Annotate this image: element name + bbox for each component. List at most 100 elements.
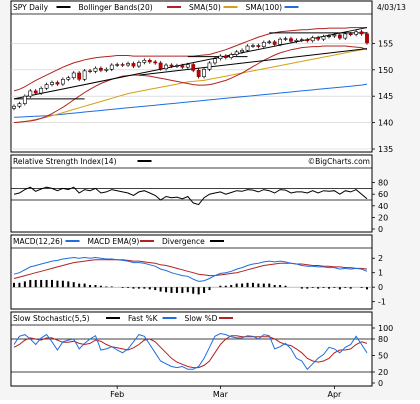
candle-body bbox=[196, 70, 201, 77]
candle bbox=[294, 38, 299, 44]
legend-label-0-3: SMA(100) bbox=[246, 3, 283, 12]
candle bbox=[93, 66, 98, 74]
candle bbox=[88, 69, 92, 74]
legend-label-3-2: Slow %D bbox=[185, 314, 218, 323]
candle bbox=[359, 29, 364, 36]
candle-body bbox=[88, 70, 92, 72]
legend-label-1-0: Relative Strength Index(14) bbox=[13, 157, 117, 166]
candle bbox=[142, 58, 147, 65]
candle-body bbox=[294, 39, 299, 42]
candle-body bbox=[93, 67, 98, 72]
candle bbox=[365, 32, 369, 45]
candle-body bbox=[202, 68, 206, 77]
candle bbox=[153, 60, 158, 65]
candle bbox=[316, 35, 321, 42]
y-tick-label-0-2: 145 bbox=[378, 92, 393, 101]
legend-label-0-2: SMA(50) bbox=[189, 3, 221, 12]
candle-body bbox=[169, 64, 174, 67]
candle bbox=[82, 69, 87, 82]
bollinger-lower-line bbox=[13, 45, 368, 124]
y-tick-label-0-1: 150 bbox=[378, 66, 393, 75]
candle-body bbox=[359, 31, 364, 35]
candle-body bbox=[337, 34, 342, 39]
candle bbox=[158, 61, 163, 71]
candle-body bbox=[310, 37, 315, 42]
candle-body bbox=[158, 62, 163, 70]
candle bbox=[185, 62, 190, 70]
candle bbox=[12, 104, 16, 111]
candle-body bbox=[142, 59, 147, 63]
candle-body bbox=[164, 64, 168, 70]
candle-body bbox=[305, 39, 310, 42]
candle bbox=[223, 54, 228, 60]
candle bbox=[229, 52, 234, 60]
legend-label-2-2: Divergence bbox=[162, 237, 205, 246]
candle bbox=[50, 80, 54, 87]
candle bbox=[305, 37, 310, 43]
candle-body bbox=[234, 51, 239, 55]
candle bbox=[202, 67, 206, 79]
candle bbox=[213, 56, 217, 65]
candle bbox=[343, 32, 348, 40]
candle-body bbox=[278, 38, 283, 45]
y-tick-label-2-2: 0 bbox=[378, 283, 383, 292]
candle-body bbox=[272, 41, 277, 45]
y-tick-label-1-2: 40 bbox=[378, 202, 388, 211]
candle-body bbox=[66, 77, 71, 80]
candle-body bbox=[251, 45, 255, 47]
y-tick-label-3-0: 100 bbox=[378, 324, 393, 333]
rsi-line bbox=[13, 186, 368, 206]
candle bbox=[191, 62, 196, 73]
candle bbox=[164, 63, 168, 71]
candle bbox=[115, 62, 120, 67]
candle-body bbox=[147, 59, 152, 63]
candle-body bbox=[191, 64, 196, 71]
candle bbox=[60, 77, 65, 86]
candle-body bbox=[223, 55, 228, 58]
candle-body bbox=[283, 38, 288, 40]
candle bbox=[17, 101, 22, 109]
candle bbox=[261, 40, 266, 49]
sma50-line bbox=[13, 48, 368, 124]
x-tick-label-1: Mar bbox=[213, 390, 229, 399]
candle bbox=[256, 43, 261, 49]
candle-body bbox=[316, 37, 321, 40]
candle-body bbox=[12, 105, 16, 109]
macd-ema-line bbox=[13, 259, 368, 279]
candle-body bbox=[55, 82, 60, 85]
date-label: 4/03/13 bbox=[377, 3, 406, 12]
candle-body bbox=[153, 61, 158, 64]
slow-d-line bbox=[13, 335, 368, 369]
y-tick-label-2-3: -1 bbox=[378, 298, 386, 307]
candle bbox=[77, 71, 82, 82]
candle-body bbox=[137, 62, 141, 67]
candle-body bbox=[343, 33, 348, 39]
candle-body bbox=[332, 34, 337, 37]
candle bbox=[175, 63, 179, 68]
candle bbox=[234, 50, 239, 57]
macd-line bbox=[13, 256, 368, 282]
sma100-line bbox=[13, 83, 368, 118]
candle-body bbox=[98, 67, 103, 71]
candle-body bbox=[60, 79, 65, 85]
candle-body bbox=[104, 68, 109, 71]
candle bbox=[98, 66, 103, 73]
candle bbox=[104, 67, 109, 73]
y-tick-label-3-3: 20 bbox=[378, 368, 388, 377]
fast-k-line bbox=[13, 332, 368, 371]
candle bbox=[332, 33, 337, 38]
candle bbox=[131, 61, 136, 68]
candle-body bbox=[229, 54, 234, 58]
y-tick-label-3-1: 80 bbox=[378, 335, 388, 344]
y-tick-label-1-3: 20 bbox=[378, 213, 388, 222]
candle bbox=[321, 34, 326, 42]
candle-body bbox=[185, 64, 190, 68]
legend-label-0-0: SPY Daily bbox=[13, 3, 49, 12]
candle bbox=[218, 54, 223, 61]
y-tick-label-2-1: 1 bbox=[378, 269, 383, 278]
candle bbox=[289, 36, 293, 44]
candle-body bbox=[131, 63, 136, 67]
watermark: ©BigCharts.com bbox=[308, 157, 370, 166]
candle bbox=[66, 75, 71, 82]
